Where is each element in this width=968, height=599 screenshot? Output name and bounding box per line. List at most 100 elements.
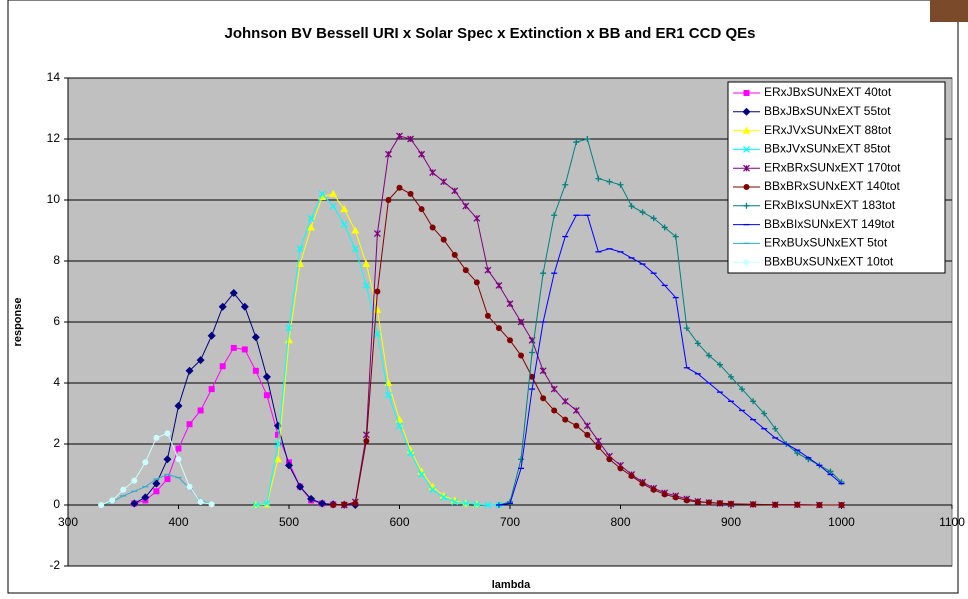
- data-point: [153, 488, 159, 494]
- data-point: [264, 392, 270, 398]
- y-tick-label: 12: [47, 131, 61, 145]
- data-point: [463, 267, 469, 273]
- page: {"chart_data": {"type": "line", "title":…: [0, 0, 968, 594]
- data-point: [474, 279, 480, 285]
- legend-label: BBxBUxSUNxEXT 10tot: [764, 254, 894, 268]
- data-point: [728, 501, 734, 507]
- legend-label: ERxBIxSUNxEXT 183tot: [764, 198, 896, 212]
- data-point: [164, 430, 170, 436]
- data-point: [573, 423, 579, 429]
- data-point: [408, 191, 414, 197]
- data-point: [419, 206, 425, 212]
- data-point: [684, 497, 690, 503]
- data-point: [485, 313, 491, 319]
- data-point: [750, 501, 756, 507]
- legend-label: BBxBRxSUNxEXT 140tot: [764, 179, 900, 193]
- data-point: [220, 363, 226, 369]
- legend-label: ERxJVxSUNxEXT 88tot: [764, 123, 892, 137]
- data-point: [231, 345, 237, 351]
- data-point: [153, 435, 159, 441]
- legend-label: ERxBUxSUNxEXT 5tot: [764, 236, 888, 250]
- x-tick-label: 900: [721, 515, 741, 529]
- legend-marker: [744, 90, 750, 96]
- x-tick-label: 500: [279, 515, 299, 529]
- data-point: [452, 252, 458, 258]
- data-point: [551, 407, 557, 413]
- y-tick-label: -2: [49, 558, 60, 572]
- data-point: [717, 500, 723, 506]
- data-point: [618, 465, 624, 471]
- y-tick-label: 2: [53, 436, 60, 450]
- data-point: [695, 499, 701, 505]
- data-point: [109, 497, 115, 503]
- y-tick-label: 8: [53, 253, 60, 267]
- data-point: [198, 499, 204, 505]
- legend-label: ERxBRxSUNxEXT 170tot: [764, 160, 901, 174]
- data-point: [772, 502, 778, 508]
- data-point: [374, 289, 380, 295]
- chart-title: Johnson BV Bessell URI x Solar Spec x Ex…: [225, 25, 756, 42]
- data-point: [662, 491, 668, 497]
- data-point: [540, 395, 546, 401]
- data-point: [352, 500, 358, 506]
- x-axis-label: lambda: [492, 579, 531, 591]
- data-point: [198, 407, 204, 413]
- data-point: [385, 197, 391, 203]
- y-tick-label: 14: [47, 70, 61, 84]
- x-tick-label: 400: [168, 515, 188, 529]
- x-tick-label: 1100: [939, 515, 965, 529]
- data-point: [242, 346, 248, 352]
- data-point: [209, 386, 215, 392]
- y-tick-label: 6: [53, 314, 60, 328]
- chart: Johnson BV Bessell URI x Solar Spec x Ex…: [0, 0, 968, 594]
- data-point: [584, 432, 590, 438]
- data-point: [496, 325, 502, 331]
- legend-label: BBxBIxSUNxEXT 149tot: [764, 217, 895, 231]
- data-point: [176, 456, 182, 462]
- data-point: [363, 438, 369, 444]
- x-tick-label: 700: [500, 515, 520, 529]
- legend-label: ERxJBxSUNxEXT 40tot: [764, 85, 892, 99]
- data-point: [839, 502, 845, 508]
- y-tick-label: 10: [47, 192, 61, 206]
- data-point: [629, 473, 635, 479]
- data-point: [640, 481, 646, 487]
- data-point: [397, 185, 403, 191]
- data-point: [673, 494, 679, 500]
- data-point: [518, 353, 524, 359]
- data-point: [507, 337, 513, 343]
- data-point: [816, 502, 822, 508]
- legend-label: BBxJVxSUNxEXT 85tot: [764, 142, 891, 156]
- x-tick-label: 1000: [828, 515, 855, 529]
- x-tick-label: 800: [610, 515, 630, 529]
- data-point: [187, 421, 193, 427]
- data-point: [441, 237, 447, 243]
- x-tick-label: 600: [389, 515, 409, 529]
- data-point: [209, 501, 215, 507]
- data-point: [330, 502, 336, 508]
- data-point: [794, 502, 800, 508]
- avatar: [930, 0, 968, 22]
- y-tick-label: 0: [53, 497, 60, 511]
- data-point: [164, 476, 170, 482]
- legend-label: BBxJBxSUNxEXT 55tot: [764, 104, 891, 118]
- data-point: [120, 487, 126, 493]
- y-tick-label: 4: [53, 375, 60, 389]
- data-point: [131, 478, 137, 484]
- data-point: [651, 487, 657, 493]
- data-point: [430, 224, 436, 230]
- x-tick-label: 300: [58, 515, 78, 529]
- data-point: [341, 501, 347, 507]
- data-point: [706, 500, 712, 506]
- data-point: [562, 417, 568, 423]
- data-point: [98, 502, 104, 508]
- data-point: [176, 446, 182, 452]
- y-axis-label: response: [12, 298, 24, 347]
- data-point: [142, 459, 148, 465]
- legend-marker: [744, 259, 750, 265]
- data-point: [595, 444, 601, 450]
- data-point: [606, 456, 612, 462]
- data-point: [187, 484, 193, 490]
- legend-marker: [744, 184, 750, 190]
- data-point: [253, 368, 259, 374]
